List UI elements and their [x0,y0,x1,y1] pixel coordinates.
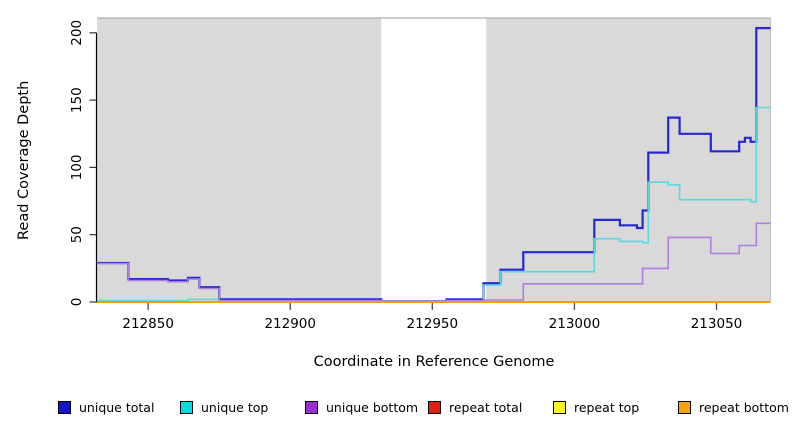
y-axis-title: Read Coverage Depth [16,80,32,240]
y-tick-label: 100 [69,155,85,181]
y-tick-label: 200 [69,20,85,46]
series-unique-bottom [97,222,771,303]
x-tick-label: 212900 [264,316,316,332]
x-tick-label: 213000 [549,316,601,332]
x-tick-label: 212950 [407,316,459,332]
x-axis-title: Coordinate in Reference Genome [313,354,555,370]
y-tick-label: 150 [69,87,85,113]
y-tick-label: 0 [69,298,85,307]
y-tick-label: 50 [69,226,85,243]
x-tick-label: 212850 [122,316,174,332]
masked-region [381,18,487,302]
x-tick-label: 213050 [691,316,743,332]
